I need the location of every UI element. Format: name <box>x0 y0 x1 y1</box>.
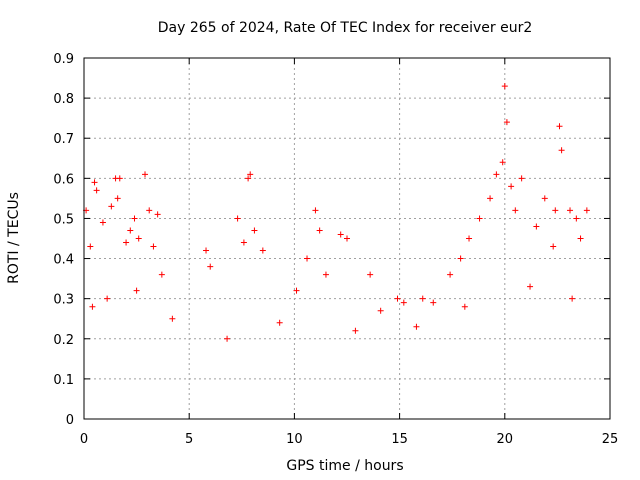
data-point <box>316 227 323 234</box>
data-point <box>508 183 515 190</box>
data-point <box>556 123 563 130</box>
y-tick-label: 0.7 <box>53 132 74 147</box>
x-tick-label: 20 <box>497 432 514 447</box>
data-point <box>419 295 426 302</box>
data-point <box>245 175 252 182</box>
data-point <box>133 287 140 294</box>
x-axis-label: GPS time / hours <box>286 458 403 474</box>
data-point <box>493 171 500 178</box>
y-tick-label: 0.3 <box>53 293 74 308</box>
data-point <box>501 83 508 90</box>
data-point <box>394 295 401 302</box>
x-tick-label: 25 <box>602 432 619 447</box>
data-points <box>83 83 590 342</box>
data-point <box>352 327 359 334</box>
data-point <box>558 147 565 154</box>
y-tick-label: 0.8 <box>53 92 74 107</box>
data-point <box>550 243 557 250</box>
data-point <box>150 243 157 250</box>
data-point <box>466 235 473 242</box>
data-point <box>499 159 506 166</box>
data-point <box>240 239 247 246</box>
data-point <box>457 255 464 262</box>
data-point <box>567 207 574 214</box>
data-point <box>577 235 584 242</box>
data-point <box>293 287 300 294</box>
y-axis-label: ROTI / TECUs <box>6 192 22 284</box>
data-point <box>154 211 161 218</box>
data-point <box>135 235 142 242</box>
data-point <box>89 303 96 310</box>
data-point <box>108 203 115 210</box>
data-point <box>123 239 130 246</box>
data-point <box>304 255 311 262</box>
data-point <box>541 195 548 202</box>
data-point <box>203 247 210 254</box>
plot-frame <box>83 57 611 420</box>
data-point <box>158 271 165 278</box>
data-point <box>259 247 266 254</box>
data-point <box>552 207 559 214</box>
data-point <box>503 119 510 126</box>
data-point <box>131 215 138 222</box>
data-point <box>146 207 153 214</box>
y-tick-label: 0.1 <box>53 373 74 388</box>
y-tick-label: 0.9 <box>53 52 74 67</box>
data-point <box>234 215 241 222</box>
data-point <box>142 171 149 178</box>
data-point <box>400 299 407 306</box>
y-tick-label: 0.6 <box>53 172 74 187</box>
data-point <box>583 207 590 214</box>
data-point <box>276 319 283 326</box>
data-point <box>93 187 100 194</box>
data-point <box>207 263 214 270</box>
data-point <box>91 179 98 186</box>
data-point <box>573 215 580 222</box>
data-point <box>116 175 123 182</box>
data-point <box>461 303 468 310</box>
chart-title: Day 265 of 2024, Rate Of TEC Index for r… <box>158 20 533 36</box>
y-tick-label: 0.4 <box>53 253 74 268</box>
data-point <box>413 323 420 330</box>
data-point <box>533 223 540 230</box>
data-point <box>344 235 350 242</box>
data-point <box>251 227 258 234</box>
data-point <box>312 207 319 214</box>
data-point <box>487 195 494 202</box>
data-point <box>127 227 134 234</box>
axis-ticks: 0 5 10 15 20 25 0 0.1 0.2 0.3 0.4 0.5 0.6 0.7 0.8 0.9 <box>53 52 618 447</box>
y-tick-label: 0.5 <box>53 212 74 227</box>
data-point <box>99 219 106 226</box>
x-tick-label: 10 <box>286 432 303 447</box>
grid-lines <box>84 58 610 419</box>
y-tick-label: 0 <box>66 413 74 428</box>
x-tick-label: 0 <box>80 432 88 447</box>
data-point <box>322 271 329 278</box>
data-point <box>169 315 176 322</box>
data-point <box>476 215 483 222</box>
data-point <box>430 299 437 306</box>
data-point <box>512 207 519 214</box>
data-point <box>114 195 121 202</box>
data-point <box>224 335 231 342</box>
x-tick-label: 5 <box>185 432 193 447</box>
data-point <box>518 175 525 182</box>
y-tick-label: 0.2 <box>53 333 74 348</box>
data-point <box>447 271 454 278</box>
data-point <box>87 243 94 250</box>
data-point <box>104 295 111 302</box>
x-tick-label: 15 <box>391 432 408 447</box>
data-point <box>247 171 254 178</box>
data-point <box>337 231 344 238</box>
data-point <box>377 307 384 314</box>
data-point <box>367 271 374 278</box>
data-point <box>527 283 534 290</box>
data-point <box>569 295 576 302</box>
